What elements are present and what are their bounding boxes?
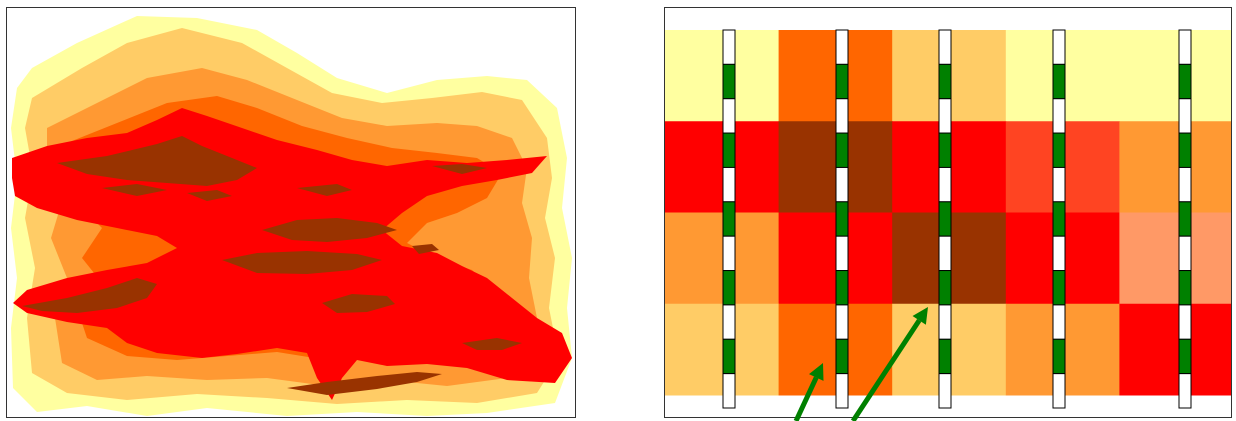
grid-cell-r3-c6 [949, 212, 1007, 305]
well-4-segment [1052, 235, 1066, 272]
continuous-map-svg [11, 16, 572, 416]
well-3-segment [938, 338, 952, 375]
grid-cell-r2-c3 [778, 121, 836, 213]
well-2-segment [835, 166, 849, 203]
grid-cell-r4-c1 [665, 303, 723, 396]
well-3-segment [938, 29, 952, 65]
discretized-grid-panel [664, 7, 1232, 418]
well-4-segment [1052, 373, 1066, 409]
well-1-segment [722, 29, 736, 65]
grid-cell-r1-c3 [778, 30, 836, 122]
wells [722, 29, 1192, 409]
well-4-segment [1052, 63, 1066, 100]
well-1-segment [722, 270, 736, 306]
grid-cell-r2-c1 [665, 121, 723, 213]
well-2-segment [835, 201, 849, 237]
well-5-segment [1178, 63, 1192, 100]
well-3-segment [938, 201, 952, 237]
well-2-segment [835, 63, 849, 100]
well-5-segment [1178, 338, 1192, 375]
continuous-map-panel [6, 7, 576, 418]
grid-cells [665, 30, 1231, 396]
well-5-segment [1178, 235, 1192, 272]
grid-cell-r2-c9 [1119, 121, 1177, 213]
well-1-segment [722, 304, 736, 340]
well-2-segment [835, 338, 849, 375]
well-2-segment [835, 373, 849, 409]
well-1-segment [722, 63, 736, 100]
well-2-segment [835, 132, 849, 168]
well-4-segment [1052, 338, 1066, 375]
grid-cell-r1-c9 [1119, 30, 1177, 122]
grid-cell-r3-c9 [1119, 212, 1177, 305]
well-4-segment [1052, 304, 1066, 340]
well-4-segment [1052, 132, 1066, 168]
well-1-segment [722, 132, 736, 168]
grid-cell-r4-c9 [1119, 303, 1177, 396]
map-layer-brown-3 [187, 190, 232, 201]
well-3-segment [938, 132, 952, 168]
well-1 [722, 29, 736, 409]
map-layer-brown-2 [102, 184, 167, 196]
grid-cell-r4-c8 [1062, 303, 1120, 396]
map-layer-brown-6 [262, 218, 397, 242]
well-4-segment [1052, 29, 1066, 65]
grid-cell-r1-c1 [665, 30, 723, 122]
map-layer-brown-1 [57, 136, 257, 186]
well-3-segment [938, 166, 952, 203]
grid-cell-r3-c1 [665, 212, 723, 305]
well-1-segment [722, 166, 736, 203]
map-layer-brown-8 [222, 251, 382, 274]
well-3-segment [938, 270, 952, 306]
well-3-segment [938, 63, 952, 100]
well-1-segment [722, 338, 736, 375]
grid-cell-r3-c8 [1062, 212, 1120, 305]
grid-cell-r1-c8 [1062, 30, 1120, 122]
map-layer-brown-12 [287, 372, 442, 395]
map-layer-brown-7 [412, 244, 439, 254]
well-2-segment [835, 270, 849, 306]
well-5-segment [1178, 270, 1192, 306]
map-layer-brown-4 [297, 184, 352, 196]
well-5 [1178, 29, 1192, 409]
well-4-segment [1052, 270, 1066, 306]
grid-cell-r4-c3 [778, 303, 836, 396]
map-layer-brown-5 [432, 164, 487, 174]
well-2-segment [835, 235, 849, 272]
grid-cell-r2-c6 [949, 121, 1007, 213]
well-5-segment [1178, 132, 1192, 168]
well-5-segment [1178, 98, 1192, 134]
well-1-segment [722, 201, 736, 237]
map-layer-brown-11 [462, 338, 522, 350]
grid-cell-r4-c6 [949, 303, 1007, 396]
well-2 [835, 29, 849, 409]
well-1-segment [722, 235, 736, 272]
grid-cell-r2-c8 [1062, 121, 1120, 213]
well-3 [938, 29, 952, 409]
map-layer-brown-10 [322, 294, 395, 313]
well-3-segment [938, 98, 952, 134]
well-3-segment [938, 373, 952, 409]
well-5-segment [1178, 166, 1192, 203]
well-4-segment [1052, 166, 1066, 203]
well-5-segment [1178, 201, 1192, 237]
well-3-segment [938, 304, 952, 340]
well-4-segment [1052, 98, 1066, 134]
map-layer-brown-9 [22, 278, 157, 313]
well-1-segment [722, 373, 736, 409]
grid-cell-r1-c6 [949, 30, 1007, 122]
well-5-segment [1178, 304, 1192, 340]
well-2-segment [835, 29, 849, 65]
discretized-grid-svg [665, 29, 1231, 409]
well-4-segment [1052, 201, 1066, 237]
well-5-segment [1178, 29, 1192, 65]
well-4 [1052, 29, 1066, 409]
well-2-segment [835, 98, 849, 134]
well-1-segment [722, 98, 736, 134]
grid-cell-r3-c3 [778, 212, 836, 305]
well-5-segment [1178, 373, 1192, 409]
well-2-segment [835, 304, 849, 340]
well-3-segment [938, 235, 952, 272]
